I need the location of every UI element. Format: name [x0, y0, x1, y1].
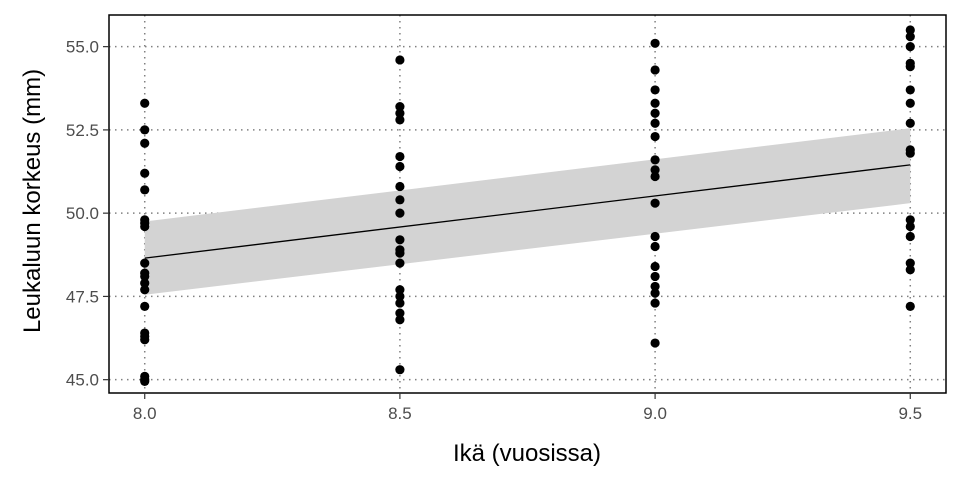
y-tick-label: 45.0	[66, 371, 99, 390]
data-points	[140, 25, 915, 386]
data-point	[140, 185, 150, 195]
x-tick-label: 9.0	[643, 404, 667, 423]
data-point	[905, 62, 915, 72]
data-point	[650, 338, 660, 348]
data-point	[650, 261, 660, 272]
data-point	[650, 131, 660, 142]
data-point	[650, 171, 660, 182]
x-axis: 8.0 8.5 9.0 9.5	[133, 393, 922, 423]
y-tick-label: 52.5	[66, 121, 99, 140]
data-point	[395, 315, 405, 325]
data-point	[650, 281, 660, 292]
data-point	[395, 298, 405, 308]
data-point	[395, 108, 405, 118]
data-point	[650, 155, 660, 165]
data-point	[905, 118, 915, 128]
y-axis: 45.0 47.5 50.0 52.5 55.0	[66, 38, 109, 390]
data-point	[395, 161, 405, 172]
plot-panel-border	[108, 14, 947, 394]
data-point	[395, 235, 405, 245]
data-point	[905, 42, 915, 52]
data-point	[140, 271, 150, 282]
data-point	[650, 85, 660, 95]
data-point	[650, 298, 660, 308]
y-tick-label: 47.5	[66, 287, 99, 306]
y-tick-label: 50.0	[66, 204, 99, 223]
y-axis-title: Leukaluun korkeus (mm)	[19, 69, 46, 333]
data-point	[395, 208, 405, 218]
data-point	[650, 231, 660, 242]
data-point	[395, 151, 405, 162]
data-point	[650, 118, 660, 128]
data-point	[650, 288, 660, 298]
data-point	[140, 278, 150, 288]
data-point	[905, 215, 915, 225]
data-point	[395, 365, 405, 375]
data-point	[395, 55, 405, 65]
data-point	[905, 301, 915, 312]
data-point	[905, 265, 915, 275]
data-point	[395, 258, 405, 268]
data-point	[905, 148, 915, 158]
data-point	[140, 138, 150, 148]
data-point	[395, 291, 405, 302]
x-tick-label: 8.5	[388, 404, 412, 423]
data-point	[650, 98, 660, 108]
data-point	[650, 271, 660, 282]
data-point	[395, 285, 405, 295]
data-point	[395, 181, 405, 192]
data-point	[650, 108, 660, 118]
data-point	[140, 125, 150, 135]
data-point	[905, 231, 915, 242]
data-point	[650, 241, 660, 252]
data-point	[140, 285, 150, 295]
x-axis-title: Ikä (vuosissa)	[453, 440, 601, 467]
data-point	[650, 198, 660, 208]
data-point	[140, 168, 150, 178]
fit-line-layer	[144, 164, 911, 259]
data-point	[650, 65, 660, 75]
data-point	[395, 101, 405, 112]
data-point	[905, 258, 915, 268]
data-point	[395, 115, 405, 125]
data-point	[140, 301, 150, 312]
data-point	[140, 335, 150, 345]
data-point	[395, 195, 405, 205]
data-point	[905, 221, 915, 232]
data-point	[905, 98, 915, 108]
data-point	[140, 376, 150, 386]
data-point	[140, 258, 150, 268]
data-point	[395, 248, 405, 258]
data-point	[905, 32, 915, 42]
y-tick-label: 55.0	[66, 38, 99, 57]
data-point	[905, 25, 915, 35]
x-tick-label: 8.0	[133, 404, 157, 423]
data-point	[905, 85, 915, 95]
data-point	[650, 165, 660, 175]
x-tick-label: 9.5	[898, 404, 922, 423]
regression-line	[144, 164, 911, 259]
data-point	[650, 38, 660, 48]
data-point	[140, 98, 150, 108]
data-point	[395, 308, 405, 318]
data-point	[140, 221, 150, 232]
